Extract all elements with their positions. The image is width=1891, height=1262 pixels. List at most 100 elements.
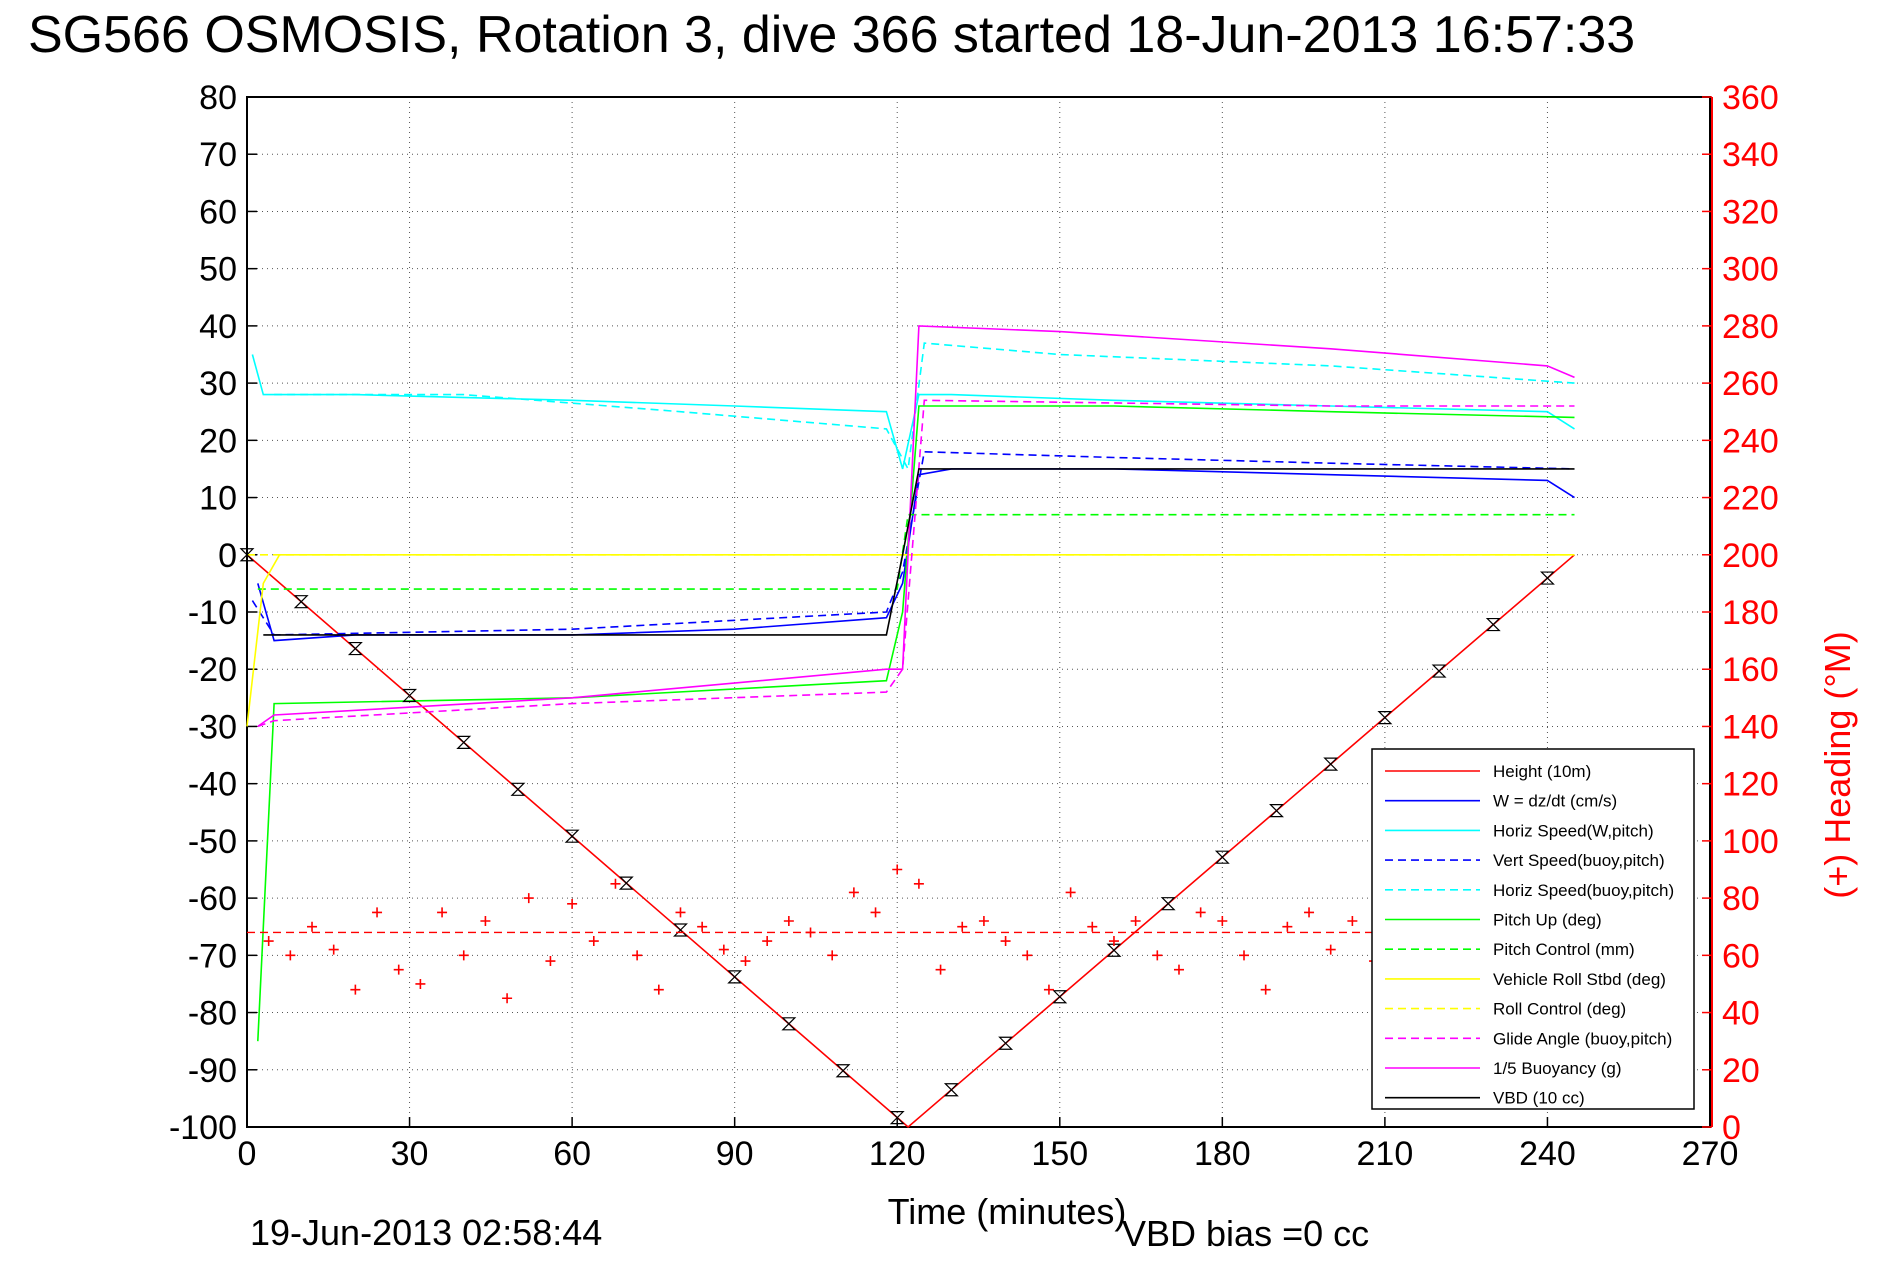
chart-title: SG566 OSMOSIS, Rotation 3, dive 366 star… [28,6,1635,64]
series-line [257,399,1575,728]
heading-point [1282,921,1293,932]
y-right-tick-label: 280 [1722,308,1779,346]
series-line [257,325,1575,728]
y-right-tick-label: 20 [1722,1052,1760,1090]
y-right-tick-label: 80 [1722,880,1760,918]
x-axis-label: Time (minutes) [888,1191,1127,1232]
heading-point [285,950,296,961]
y-left-tick-labels: 80 70 60 50 40 30 20 10 0 -10 -20 -30 -40 -50 -60 -70 -8… [169,79,257,1147]
grid [247,97,1710,1127]
y-left-tick-label: -50 [188,823,237,861]
depth-marker [1485,617,1501,632]
heading-point [957,921,968,932]
heading-point [827,950,838,961]
depth-marker [239,548,255,562]
y-right-tick-label: 40 [1722,995,1760,1033]
y-left-tick-label: 60 [199,193,237,231]
legend-entry: Roll Control (deg) [1493,1000,1626,1019]
depth-marker [1539,571,1555,585]
depth-marker [1160,897,1176,911]
y-left-tick-label: 40 [199,308,237,346]
heading-point [913,878,924,889]
depth-marker [1052,990,1068,1004]
x-tick-label: 180 [1194,1135,1251,1173]
heading-point [1239,950,1250,961]
legend-entry: W = dz/dt (cm/s) [1493,792,1617,811]
series-layer [239,325,1576,1129]
legend-entry: Pitch Control (mm) [1493,940,1635,959]
depth-marker [347,641,363,656]
y-left-tick-label: -90 [188,1052,237,1090]
legend-entry: Pitch Up (deg) [1493,911,1602,930]
y-left-tick-label: -70 [188,937,237,975]
depth-marker [402,688,418,703]
heading-point [697,921,708,932]
y-left-tick-label: -60 [188,880,237,918]
depth-marker [618,876,634,890]
heading-point [1152,950,1163,961]
heading-point [1217,916,1228,926]
heading-point [718,944,729,955]
x-tick-label: 30 [391,1135,429,1173]
y-left-tick-label: -80 [188,995,237,1033]
depth-marker [943,1083,959,1097]
heading-point [783,916,794,926]
x-tick-label: 240 [1519,1135,1576,1173]
y-left-tick-label: 70 [199,136,237,174]
legend-entry: VBD (10 cc) [1493,1089,1585,1108]
y-right-tick-label: 360 [1722,79,1779,117]
x-tick-label: 210 [1357,1135,1414,1173]
heading-point [502,993,513,1004]
heading-point [978,916,989,926]
y-left-tick-label: 20 [199,422,237,460]
heading-point [372,907,383,918]
heading-point [1000,936,1011,947]
x-tick-label: 90 [716,1135,754,1173]
heading-point [610,878,621,889]
heading-point [393,964,404,975]
depth-marker [727,970,743,984]
heading-point [263,936,274,947]
depth-marker [510,782,526,796]
vbd-bias-note: VBD bias =0 cc [1122,1213,1369,1254]
heading-point [480,916,491,926]
heading-point [805,927,816,938]
y-left-tick-label: -100 [169,1109,237,1147]
x-tick-label: 150 [1031,1135,1088,1173]
heading-point [458,950,469,961]
heading-point [1065,887,1076,898]
heading-point [328,944,339,955]
legend-entry: Glide Angle (buoy,pitch) [1493,1029,1672,1048]
legend-box [1371,748,1695,1110]
y-right-tick-label: 140 [1722,708,1779,746]
y-right-tick-label: 160 [1722,651,1779,689]
depth-marker [998,1036,1014,1050]
heading-point [1130,916,1141,926]
y-right-tick-label: 180 [1722,594,1779,632]
y-left-tick-label: 30 [199,365,237,403]
series-line [251,450,1575,636]
heading-point [1173,964,1184,975]
x-tick-label: 270 [1682,1135,1739,1173]
heading-point [545,956,556,967]
heading-point [1108,936,1119,947]
depth-marker [293,595,309,609]
y-right-axis-label: (+) Heading (°M) [1817,631,1858,898]
depth-marker [1106,943,1122,957]
heading-point [1043,984,1054,995]
heading-point [632,950,643,961]
y-left-tick-label: -40 [188,766,237,804]
heading-point [567,898,578,909]
series-line [263,468,1575,636]
depth-marker [1323,757,1339,771]
legend-entry: Horiz Speed(W,pitch) [1493,821,1654,840]
depth-marker [781,1017,797,1031]
x-tick-label: 120 [869,1135,926,1173]
depth-marker [1269,804,1284,818]
y-left-tick-label: 0 [218,537,237,575]
heading-point [1260,984,1271,995]
legend-entry: Height (10m) [1493,762,1591,781]
y-right-tick-label: 240 [1722,422,1779,460]
depth-marker [1377,711,1393,725]
